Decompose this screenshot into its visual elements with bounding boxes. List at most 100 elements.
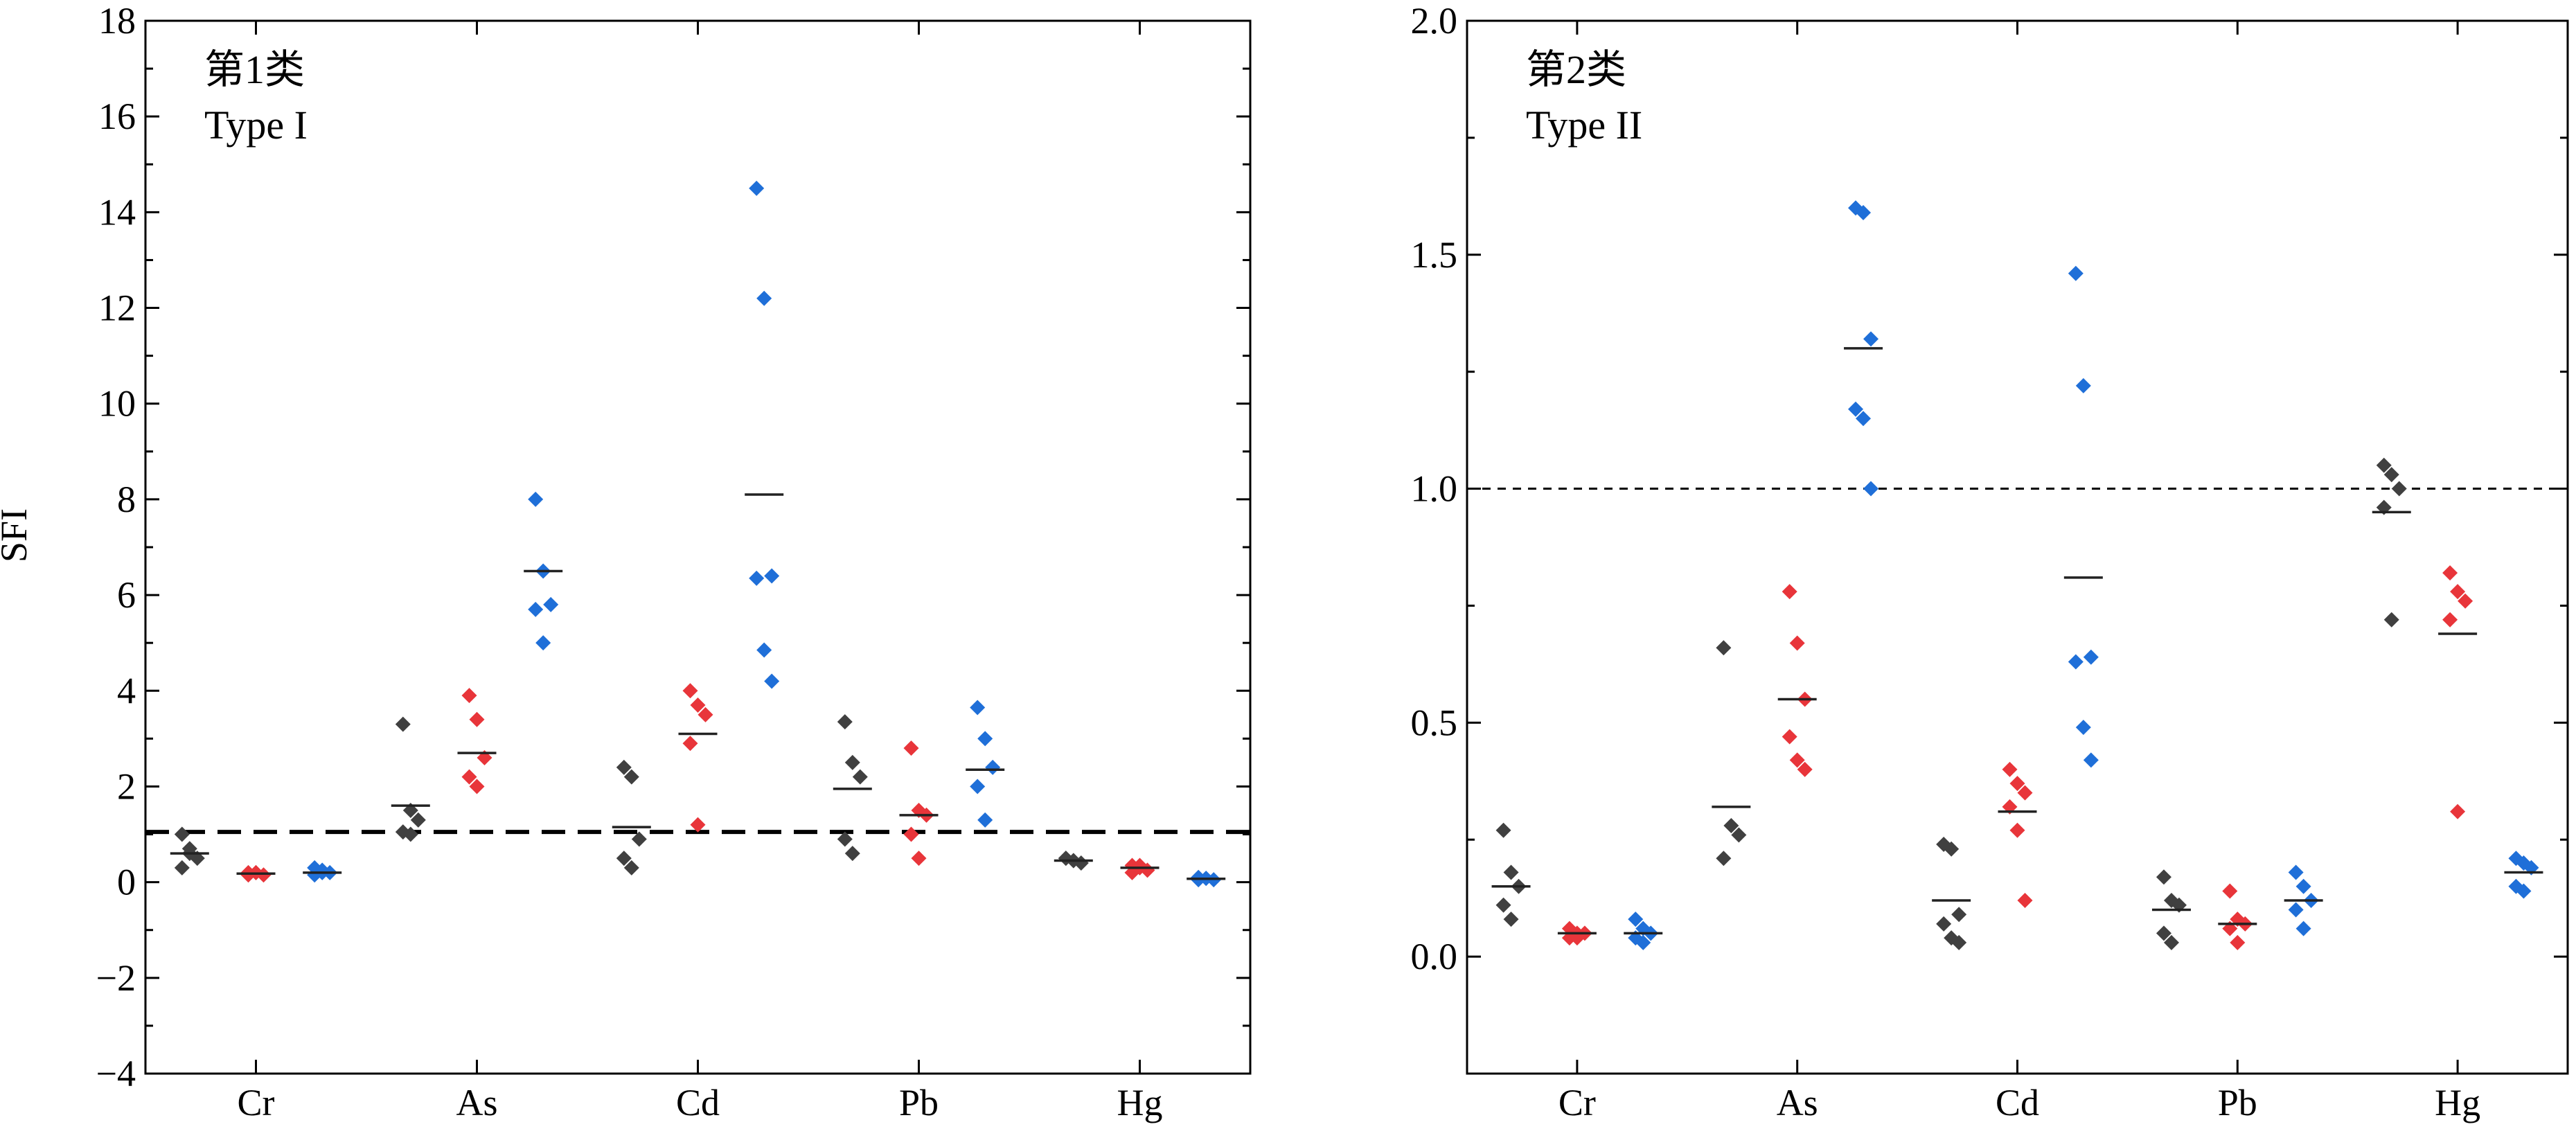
data-point: [837, 714, 853, 730]
panel-label-en: Type II: [1526, 103, 1642, 148]
data-point: [2075, 377, 2091, 393]
data-point: [1789, 752, 1805, 768]
data-point: [410, 812, 426, 828]
data-point: [2002, 761, 2018, 777]
data-point: [535, 635, 551, 651]
y-tick-label: 8: [117, 479, 136, 520]
data-point: [756, 290, 772, 306]
data-point: [2017, 893, 2033, 909]
data-point: [2383, 467, 2399, 483]
data-point: [1495, 822, 1511, 838]
data-point: [1132, 857, 1148, 873]
data-point: [469, 711, 485, 727]
data-point: [2222, 883, 2238, 899]
data-point: [1856, 204, 1872, 220]
data-point: [402, 826, 418, 842]
data-point: [631, 831, 647, 847]
y-tick-label: 1.5: [1411, 234, 1458, 276]
data-point: [749, 180, 765, 196]
data-point: [623, 769, 639, 785]
data-point: [1951, 907, 1967, 923]
data-point: [1863, 481, 1879, 497]
data-point: [2083, 752, 2099, 768]
data-point: [461, 769, 477, 785]
data-point: [2391, 481, 2407, 497]
data-point: [2156, 869, 2171, 885]
y-tick-label: 2: [117, 765, 136, 807]
panel-1: −4 −2 0 2 4 6 8 10 12 14 16 18 Cr As Cd Pb Hg 第1类 Type I: [96, 0, 1252, 1123]
data-point: [1716, 640, 1732, 656]
x-tick-label: Hg: [1117, 1082, 1163, 1123]
data-point: [682, 683, 698, 699]
data-point: [543, 596, 559, 612]
y-tick-label: 14: [98, 191, 136, 233]
data-point: [970, 700, 986, 715]
data-point: [977, 731, 993, 747]
x-tick-label: As: [456, 1082, 497, 1123]
data-point: [2009, 822, 2025, 838]
data-point: [1628, 912, 1644, 927]
panel-label-cn: 第2类: [1526, 47, 1626, 92]
data-point: [2295, 878, 2311, 894]
data-point: [2068, 654, 2084, 670]
data-point: [1503, 912, 1519, 927]
y-tick-label: 16: [98, 96, 136, 137]
x-tick-label: Pb: [899, 1082, 939, 1123]
data-point: [1782, 584, 1797, 600]
panel-2: 0.0 0.5 1.0 1.5 2.0 Cr As Cd Pb Hg 第2类 Type II: [1411, 0, 2569, 1123]
data-point: [844, 846, 860, 862]
data-point: [2450, 803, 2466, 819]
data-point: [1635, 934, 1651, 950]
data-point: [2009, 776, 2025, 792]
y-tick-label: 4: [117, 670, 136, 711]
y-tick-label: 6: [117, 574, 136, 616]
x-tick-label: Hg: [2435, 1082, 2480, 1123]
data-point: [903, 826, 919, 842]
data-point: [2083, 649, 2099, 665]
data-point: [749, 570, 765, 586]
data-point: [2075, 720, 2091, 736]
plot-frame: [144, 19, 1252, 1075]
x-tick-label: As: [1777, 1082, 1818, 1123]
y-tick-label: 2.0: [1411, 0, 1458, 42]
data-point: [852, 769, 868, 785]
x-tick-label: Cr: [238, 1082, 275, 1123]
data-point: [1797, 761, 1813, 777]
data-point: [2295, 921, 2311, 936]
data-point: [2376, 457, 2392, 473]
y-tick-label: 10: [98, 383, 136, 425]
data-point: [2288, 864, 2304, 880]
data-point: [623, 860, 639, 875]
y-tick-label: 0: [117, 862, 136, 903]
x-tick-label: Pb: [2218, 1082, 2257, 1123]
data-point: [1782, 729, 1797, 745]
data-point: [1503, 864, 1519, 880]
data-point: [1495, 897, 1511, 913]
data-point: [1856, 411, 1872, 427]
data-point: [1951, 934, 1967, 950]
data-point: [174, 860, 190, 875]
x-tick-label: Cr: [1558, 1082, 1596, 1123]
y-tick-label: −4: [96, 1053, 136, 1094]
data-point: [616, 759, 632, 775]
data-point: [844, 754, 860, 770]
data-point: [682, 736, 698, 752]
data-point: [616, 851, 632, 866]
y-tick-label: 0.5: [1411, 702, 1458, 743]
data-point: [2442, 612, 2458, 628]
data-point: [1716, 851, 1732, 866]
data-point: [2288, 902, 2304, 918]
x-tick-label: Cd: [1996, 1082, 2039, 1123]
data-point: [837, 831, 853, 847]
data-point: [461, 688, 477, 704]
data-point: [1848, 401, 1864, 417]
data-point: [690, 817, 706, 833]
data-point: [2442, 565, 2458, 581]
data-point: [2450, 584, 2466, 600]
data-point: [2068, 265, 2084, 281]
data-point: [395, 716, 411, 732]
data-point: [690, 697, 706, 713]
data-point: [911, 851, 927, 866]
data-point: [1789, 635, 1805, 651]
